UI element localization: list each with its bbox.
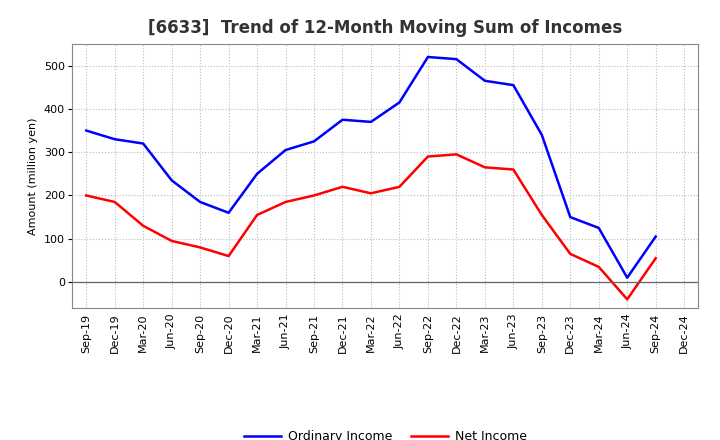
Net Income <box>480 165 489 170</box>
Ordinary Income <box>338 117 347 122</box>
Net Income <box>652 256 660 261</box>
Net Income <box>310 193 318 198</box>
Net Income <box>82 193 91 198</box>
Ordinary Income <box>282 147 290 153</box>
Ordinary Income <box>423 55 432 60</box>
Ordinary Income <box>225 210 233 216</box>
Ordinary Income <box>509 82 518 88</box>
Net Income <box>110 199 119 205</box>
Ordinary Income <box>82 128 91 133</box>
Ordinary Income <box>566 214 575 220</box>
Ordinary Income <box>196 199 204 205</box>
Net Income <box>139 223 148 228</box>
Net Income <box>282 199 290 205</box>
Net Income <box>253 213 261 218</box>
Ordinary Income <box>167 178 176 183</box>
Ordinary Income <box>652 234 660 239</box>
Y-axis label: Amount (million yen): Amount (million yen) <box>28 117 38 235</box>
Net Income <box>423 154 432 159</box>
Ordinary Income <box>595 225 603 231</box>
Net Income <box>509 167 518 172</box>
Net Income <box>537 213 546 218</box>
Ordinary Income <box>537 132 546 138</box>
Net Income <box>196 245 204 250</box>
Ordinary Income <box>253 171 261 176</box>
Net Income <box>452 152 461 157</box>
Net Income <box>623 297 631 302</box>
Net Income <box>595 264 603 270</box>
Ordinary Income <box>480 78 489 84</box>
Legend: Ordinary Income, Net Income: Ordinary Income, Net Income <box>239 425 531 440</box>
Ordinary Income <box>395 100 404 105</box>
Ordinary Income <box>310 139 318 144</box>
Line: Ordinary Income: Ordinary Income <box>86 57 656 278</box>
Ordinary Income <box>139 141 148 146</box>
Title: [6633]  Trend of 12-Month Moving Sum of Incomes: [6633] Trend of 12-Month Moving Sum of I… <box>148 19 622 37</box>
Line: Net Income: Net Income <box>86 154 656 299</box>
Net Income <box>225 253 233 259</box>
Ordinary Income <box>452 56 461 62</box>
Net Income <box>395 184 404 190</box>
Net Income <box>366 191 375 196</box>
Net Income <box>566 251 575 257</box>
Net Income <box>338 184 347 190</box>
Ordinary Income <box>110 136 119 142</box>
Net Income <box>167 238 176 244</box>
Ordinary Income <box>366 119 375 125</box>
Ordinary Income <box>623 275 631 280</box>
